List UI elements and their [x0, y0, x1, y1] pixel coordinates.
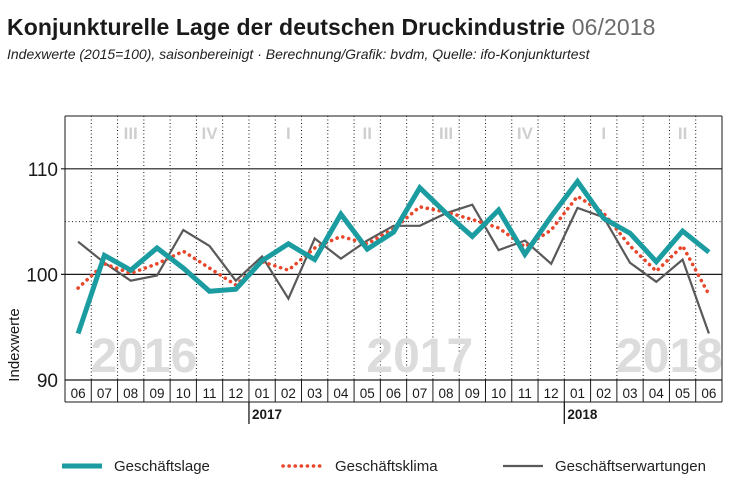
x-tick-label: 05: [675, 386, 690, 401]
x-tick-label: 09: [149, 386, 164, 401]
x-tick-label: 04: [333, 386, 349, 401]
legend-label: Geschäftserwartungen: [555, 458, 706, 475]
quarter-label: III: [124, 124, 138, 143]
x-tick-label: 12: [544, 386, 559, 401]
x-tick-label: 09: [465, 386, 480, 401]
chart-title-text: Konjunkturelle Lage der deutschen Drucki…: [7, 14, 566, 40]
background-year-label: 2016: [90, 330, 197, 383]
y-axis-label: Indexwerte: [6, 308, 23, 381]
y-tick-label: 110: [28, 160, 58, 181]
chart-date: 06/2018: [571, 14, 656, 40]
x-tick-label: 02: [281, 386, 296, 401]
chart-title: Konjunkturelle Lage der deutschen Drucki…: [7, 14, 656, 41]
x-tick-label: 04: [649, 386, 665, 401]
x-tick-label: 11: [518, 386, 532, 401]
x-tick-label: 06: [701, 386, 716, 401]
chart-subtitle: Indexwerte (2015=100), saisonbereinigt ·…: [7, 46, 590, 62]
quarter-label: II: [678, 124, 687, 143]
quarter-label: I: [286, 124, 291, 143]
legend-label: Geschäftsklima: [335, 458, 438, 475]
series-line-geschäftsklima: [76, 193, 711, 297]
legend-label: Geschäftslage: [114, 458, 210, 475]
x-tick-label: 01: [570, 386, 585, 401]
x-tick-label: 01: [255, 386, 270, 401]
x-tick-label: 06: [71, 386, 86, 401]
quarter-label: III: [439, 124, 453, 143]
series-line-geschäftslage: [75, 177, 711, 335]
x-tick-label: 11: [203, 386, 217, 401]
y-tick-label: 90: [37, 371, 58, 392]
quarter-label: II: [362, 124, 371, 143]
x-tick-label: 07: [97, 386, 112, 401]
x-tick-label: 10: [176, 386, 191, 401]
x-tick-label: 05: [360, 386, 375, 401]
year-label: 2017: [252, 407, 282, 422]
x-tick-label: 07: [412, 386, 427, 401]
x-tick-label: 10: [491, 386, 506, 401]
quarter-label: I: [601, 124, 606, 143]
background-year-label: 2018: [616, 330, 723, 383]
quarter-label: IV: [202, 124, 219, 143]
x-tick-label: 03: [623, 386, 638, 401]
year-label: 2018: [567, 407, 598, 422]
x-tick-label: 02: [596, 386, 611, 401]
x-tick-label: 08: [123, 386, 138, 401]
x-tick-label: 06: [386, 386, 401, 401]
x-tick-label: 03: [307, 386, 322, 401]
x-tick-label: 12: [228, 386, 243, 401]
quarter-label: IV: [517, 124, 534, 143]
background-year-label: 2017: [366, 330, 473, 383]
y-tick-label: 100: [26, 265, 58, 286]
x-tick-label: 08: [439, 386, 454, 401]
